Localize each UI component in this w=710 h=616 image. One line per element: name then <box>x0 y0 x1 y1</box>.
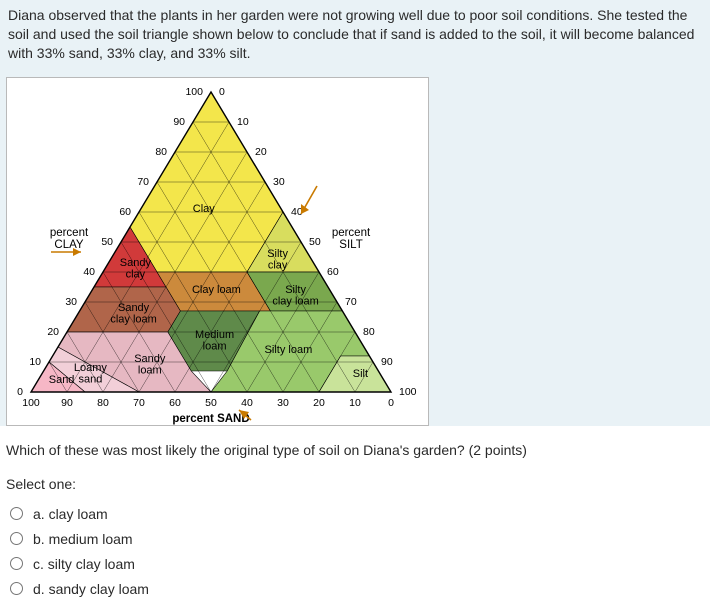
svg-text:Siltyclay: Siltyclay <box>267 248 288 272</box>
svg-text:40: 40 <box>83 266 95 278</box>
svg-text:100: 100 <box>185 86 203 98</box>
question-stem: Diana observed that the plants in her ga… <box>0 0 710 73</box>
svg-text:100: 100 <box>399 386 417 398</box>
option-a-radio[interactable] <box>10 507 23 520</box>
svg-text:30: 30 <box>65 296 77 308</box>
option-d-label: d. sandy clay loam <box>33 581 149 597</box>
select-one-label: Select one: <box>6 476 702 492</box>
svg-text:Clay loam: Clay loam <box>192 284 241 296</box>
answers-block: Select one: a. clay loam b. medium loam … <box>0 458 710 616</box>
svg-text:100: 100 <box>22 397 40 409</box>
svg-text:30: 30 <box>277 397 289 409</box>
svg-text:30: 30 <box>273 176 285 188</box>
svg-text:80: 80 <box>363 326 375 338</box>
svg-text:0: 0 <box>219 86 225 98</box>
svg-text:0: 0 <box>388 397 394 409</box>
svg-text:60: 60 <box>119 206 131 218</box>
svg-text:0: 0 <box>17 386 23 398</box>
svg-text:10: 10 <box>349 397 361 409</box>
svg-text:Silty loam: Silty loam <box>265 344 313 356</box>
svg-text:70: 70 <box>133 397 145 409</box>
svg-text:Sand: Sand <box>49 374 75 386</box>
svg-text:90: 90 <box>61 397 73 409</box>
svg-text:Clay: Clay <box>193 203 216 215</box>
option-c[interactable]: c. silty clay loam <box>6 552 702 577</box>
svg-text:percentCLAY: percentCLAY <box>50 227 89 251</box>
option-b-label: b. medium loam <box>33 531 133 547</box>
question-text: Which of these was most likely the origi… <box>6 442 527 458</box>
option-d-radio[interactable] <box>10 582 23 595</box>
svg-text:40: 40 <box>241 397 253 409</box>
svg-text:percentSILT: percentSILT <box>332 227 371 251</box>
svg-text:50: 50 <box>309 236 321 248</box>
svg-text:50: 50 <box>205 397 217 409</box>
svg-text:80: 80 <box>97 397 109 409</box>
svg-text:10: 10 <box>237 116 249 128</box>
option-c-radio[interactable] <box>10 557 23 570</box>
svg-text:60: 60 <box>169 397 181 409</box>
svg-text:60: 60 <box>327 266 339 278</box>
svg-text:50: 50 <box>101 236 113 248</box>
svg-text:Silt: Silt <box>353 368 368 380</box>
svg-text:10: 10 <box>29 356 41 368</box>
option-c-label: c. silty clay loam <box>33 556 135 572</box>
svg-text:70: 70 <box>345 296 357 308</box>
option-b[interactable]: b. medium loam <box>6 527 702 552</box>
svg-text:70: 70 <box>137 176 149 188</box>
svg-text:20: 20 <box>313 397 325 409</box>
stem-text: Diana observed that the plants in her ga… <box>8 7 694 61</box>
svg-text:80: 80 <box>155 146 167 158</box>
svg-text:percent SAND: percent SAND <box>172 413 249 425</box>
option-a-label: a. clay loam <box>33 506 108 522</box>
option-a[interactable]: a. clay loam <box>6 502 702 527</box>
svg-text:20: 20 <box>47 326 59 338</box>
option-b-radio[interactable] <box>10 532 23 545</box>
svg-text:Sandyloam: Sandyloam <box>134 353 166 377</box>
question-line: Which of these was most likely the origi… <box>0 426 710 458</box>
svg-text:90: 90 <box>173 116 185 128</box>
svg-text:20: 20 <box>255 146 267 158</box>
svg-text:90: 90 <box>381 356 393 368</box>
soil-triangle-diagram: ClaySiltyclaySandyclayClay loamSiltyclay… <box>6 77 429 426</box>
